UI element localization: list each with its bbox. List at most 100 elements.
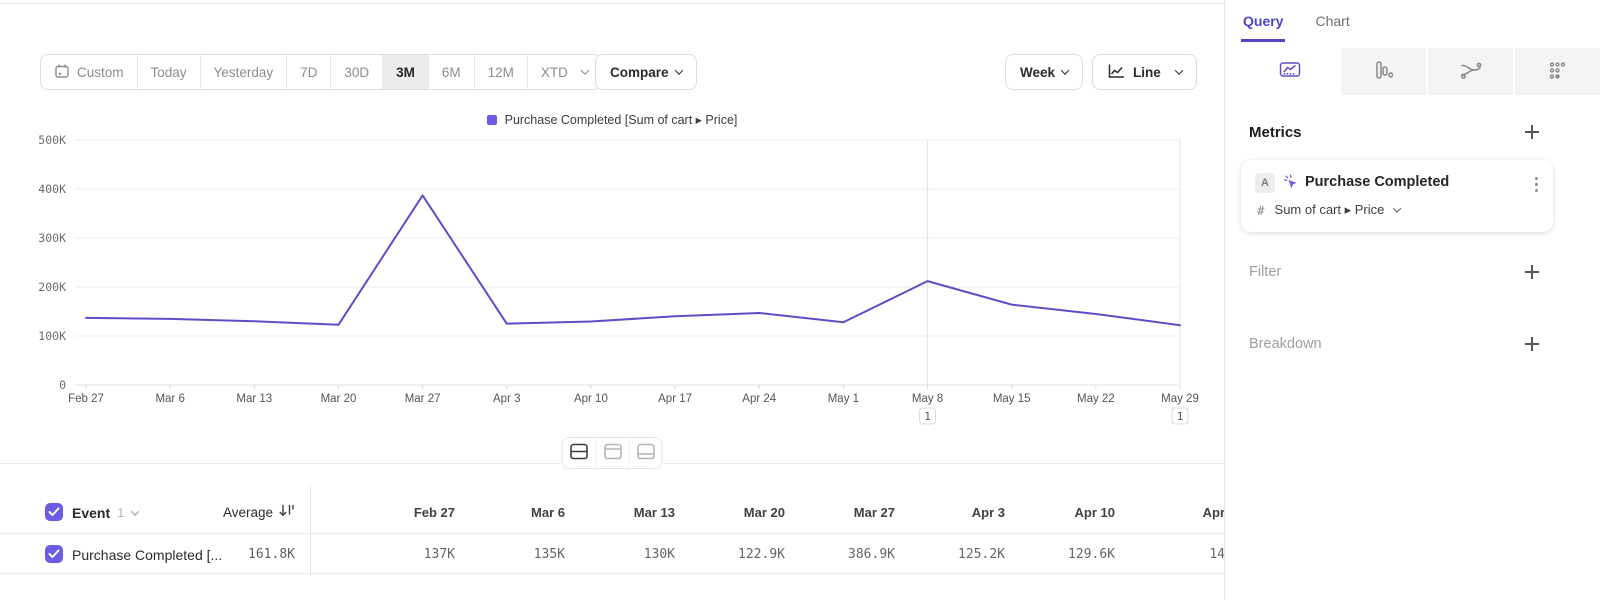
line-chart-icon	[1107, 63, 1125, 82]
cell-value: 14	[1209, 547, 1224, 562]
column-header: Mar 13	[633, 505, 675, 520]
range-6m[interactable]: 6M	[427, 55, 474, 89]
row-event-name: Purchase Completed [...	[72, 546, 223, 563]
svg-text:100K: 100K	[38, 329, 66, 343]
chevron-down-icon	[1060, 66, 1070, 75]
cell-value: 135K	[533, 547, 565, 562]
range-label: Today	[150, 64, 187, 80]
svg-text:Mar 27: Mar 27	[405, 393, 441, 405]
legend-label: Purchase Completed [Sum of cart ▸ Price]	[504, 113, 738, 127]
flow-chart-type[interactable]	[1428, 48, 1513, 95]
range-custom[interactable]: Custom	[41, 55, 137, 89]
compare-button[interactable]: Compare	[595, 54, 697, 90]
svg-text:Mar 13: Mar 13	[236, 393, 272, 405]
svg-text:Apr 24: Apr 24	[742, 393, 776, 405]
flow-icon	[1460, 61, 1482, 82]
aggregation-label: Sum of cart ▸ Price	[1274, 202, 1385, 217]
bar-chart-chart-type[interactable]	[1341, 48, 1426, 95]
metric-event-name: Purchase Completed	[1305, 174, 1450, 190]
table-only-toggle[interactable]	[628, 438, 662, 468]
average-column-header[interactable]: Average	[150, 492, 295, 533]
range-label: Yesterday	[213, 64, 274, 80]
chevron-down-icon	[1393, 204, 1402, 213]
column-header: Apr 3	[971, 505, 1005, 520]
svg-text:Mar 20: Mar 20	[321, 393, 357, 405]
layout-toggle-group	[561, 437, 663, 469]
chart-type-label: Line	[1133, 64, 1161, 80]
event-label: Event	[72, 504, 111, 521]
date-range-group: Custom Today Yesterday 7D 30D 3M 6M 12M XTD	[40, 54, 602, 90]
range-label: XTD	[540, 64, 568, 80]
column-header: Apr	[1202, 505, 1224, 520]
cell-value: 137K	[423, 547, 455, 562]
svg-text:May 8: May 8	[912, 393, 943, 405]
range-label: 7D	[300, 64, 318, 80]
range-30d[interactable]: 30D	[330, 55, 383, 89]
event-sparkle-icon	[1283, 174, 1300, 196]
chart-type-selector	[1241, 48, 1600, 95]
range-7d[interactable]: 7D	[286, 55, 331, 89]
svg-text:1: 1	[1177, 410, 1184, 423]
table-only-icon	[636, 443, 655, 463]
select-all-checkbox[interactable]	[45, 503, 63, 521]
chart-type-button[interactable]: Line	[1092, 54, 1197, 90]
tab-query[interactable]: Query	[1241, 0, 1286, 42]
number-type-icon: #	[1257, 202, 1265, 218]
breakdown-section-title: Breakdown	[1249, 336, 1322, 352]
row-values: 137K 135K 130K 122.9K 386.9K 125.2K 129.6K 14	[345, 534, 1224, 575]
chevron-down-icon	[131, 506, 140, 516]
line-chart[interactable]: 0 100K 200K 300K 400K 500K Feb 27 Mar 6 Mar 13 Ma…	[0, 135, 1224, 435]
retention-dots-chart-type[interactable]	[1515, 48, 1600, 95]
granularity-label: Week	[1020, 64, 1056, 80]
chart-main-area: Custom Today Yesterday 7D 30D 3M 6M 12M XTD Comp…	[0, 54, 1224, 600]
cell-value: 386.9K	[848, 547, 895, 562]
legend-item[interactable]: Purchase Completed [Sum of cart ▸ Price]	[0, 112, 1224, 127]
add-metric-button[interactable]	[1525, 125, 1539, 139]
svg-text:Feb 27: Feb 27	[68, 393, 104, 405]
svg-text:May 29: May 29	[1161, 393, 1199, 405]
aggregation-dropdown[interactable]: # Sum of cart ▸ Price	[1257, 202, 1402, 218]
range-3m[interactable]: 3M	[382, 55, 428, 89]
chart-only-icon	[603, 443, 622, 463]
panel-tabs: Query Chart	[1241, 0, 1352, 42]
add-breakdown-button[interactable]	[1525, 337, 1539, 351]
svg-text:Apr 3: Apr 3	[493, 393, 521, 405]
range-today[interactable]: Today	[136, 55, 200, 89]
svg-text:0: 0	[59, 378, 66, 392]
metric-card[interactable]: A Purchase Completed # Sum of cart ▸ Pri…	[1241, 160, 1553, 232]
svg-text:500K: 500K	[38, 135, 66, 147]
range-yesterday[interactable]: Yesterday	[199, 55, 287, 89]
svg-text:200K: 200K	[38, 280, 66, 294]
top-divider	[0, 3, 1600, 4]
chart-only-toggle[interactable]	[595, 438, 629, 468]
retention-dots-icon	[1548, 61, 1567, 83]
average-label: Average	[222, 505, 273, 520]
date-column-headers: Feb 27 Mar 6 Mar 13 Mar 20 Mar 27 Apr 3 Apr 10…	[345, 492, 1224, 533]
split-view-toggle[interactable]	[562, 438, 596, 468]
table-header-row: Event 1 Average Feb 27 Mar 6 Mar 13 Mar 20 M…	[0, 492, 1224, 533]
insights-chart-type[interactable]	[1241, 48, 1339, 95]
column-header: Apr 10	[1074, 505, 1115, 520]
granularity-button[interactable]: Week	[1005, 54, 1084, 90]
svg-text:May 15: May 15	[993, 393, 1031, 405]
metrics-section-title: Metrics	[1249, 124, 1302, 141]
range-label: 3M	[396, 64, 415, 80]
breakdown-table: Event 1 Average Feb 27 Mar 6 Mar 13 Mar 20 M…	[0, 486, 1224, 600]
row-checkbox[interactable]	[45, 545, 63, 563]
range-label: 30D	[344, 64, 370, 80]
kebab-menu-icon[interactable]	[1533, 175, 1540, 194]
range-xtd[interactable]: XTD	[526, 55, 601, 89]
add-filter-button[interactable]	[1525, 265, 1539, 279]
range-label: 12M	[487, 64, 514, 80]
sort-descending-icon	[278, 503, 295, 523]
range-label: 6M	[441, 64, 461, 80]
legend-swatch	[486, 114, 497, 125]
svg-text:300K: 300K	[38, 231, 66, 245]
range-12m[interactable]: 12M	[473, 55, 527, 89]
table-row[interactable]: Purchase Completed [... 161.8K 137K 135K 1…	[0, 533, 1224, 574]
tab-chart[interactable]: Chart	[1315, 13, 1350, 29]
range-label: Custom	[77, 64, 124, 80]
event-dropdown[interactable]: Event 1	[72, 492, 140, 533]
column-header: Mar 6	[531, 505, 565, 520]
